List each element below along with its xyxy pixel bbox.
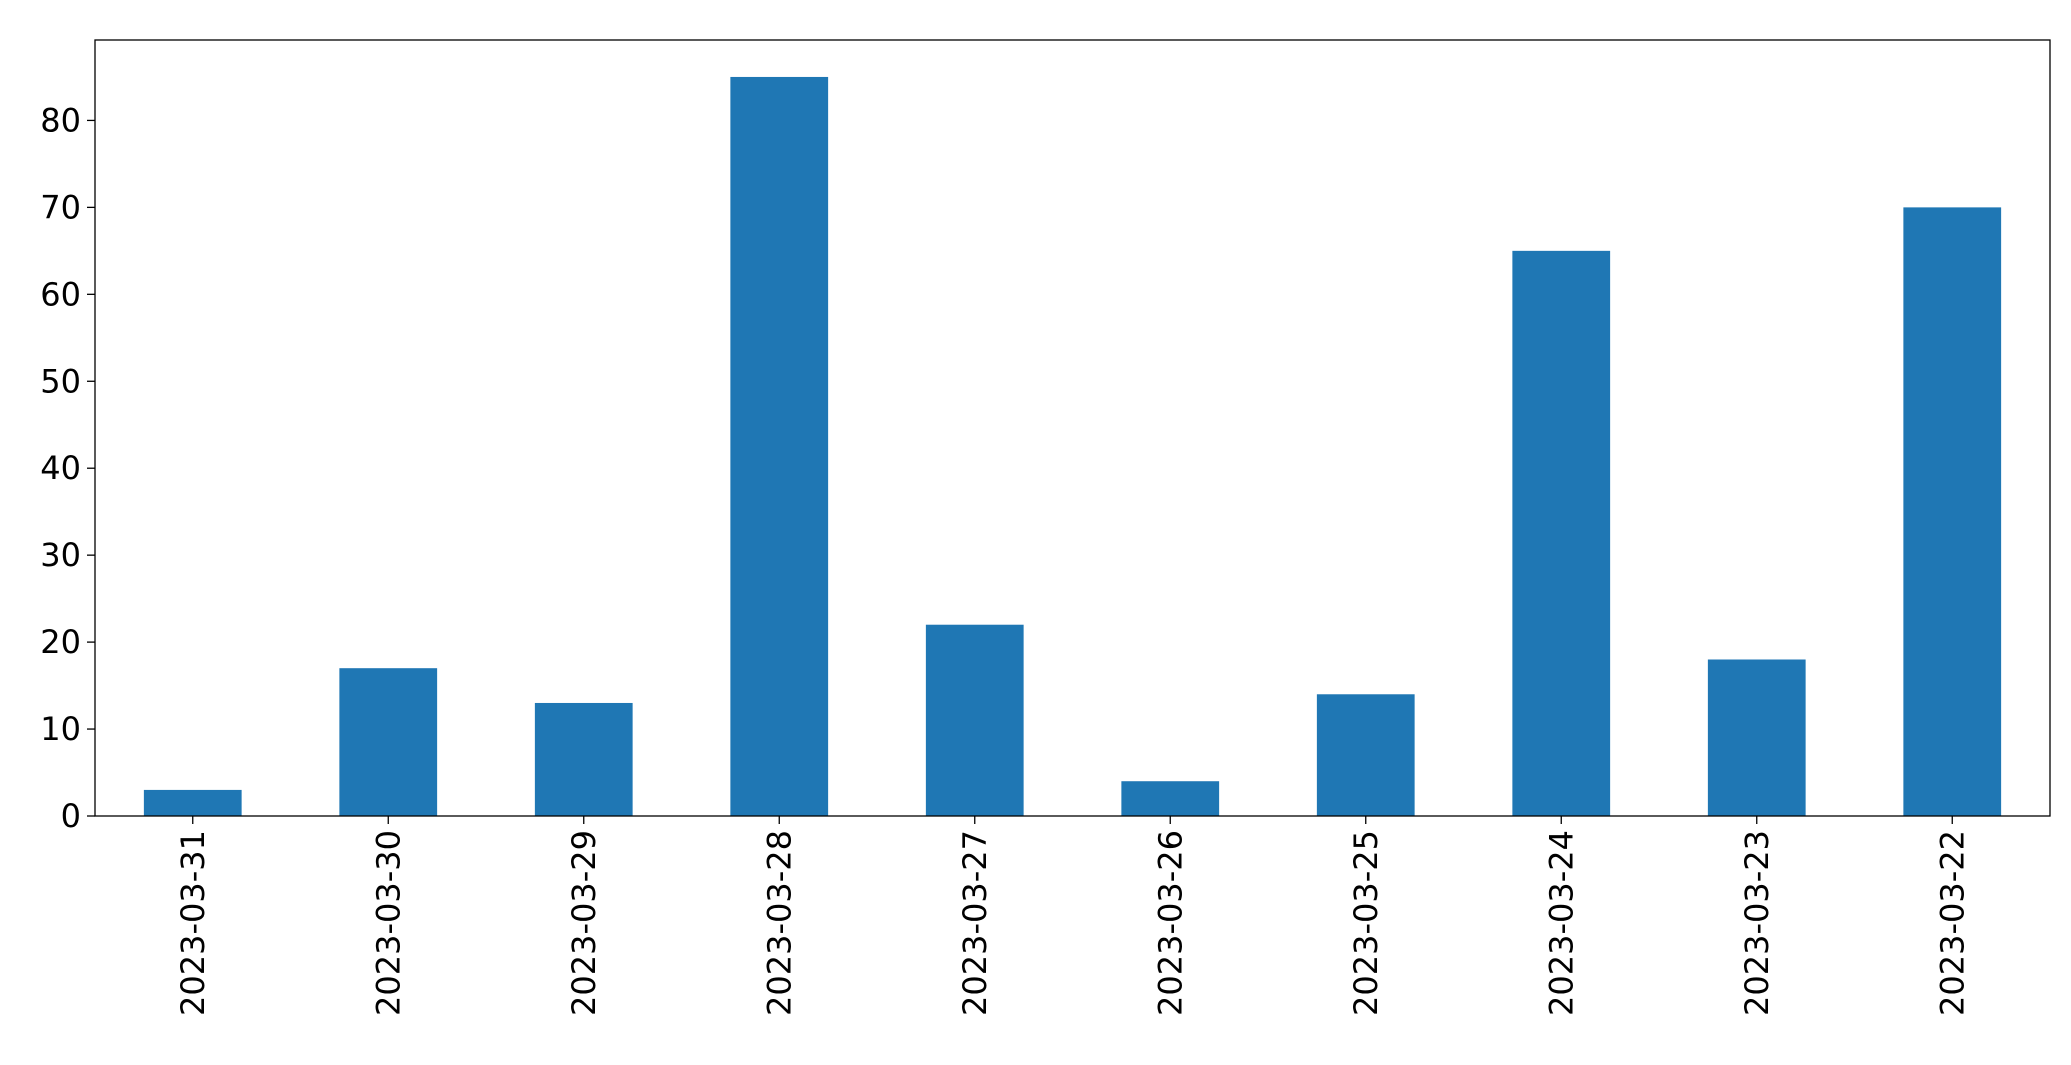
y-tick-label: 30 (40, 536, 81, 574)
x-tick-label: 2023-03-26 (1151, 830, 1189, 1016)
x-tick-label: 2023-03-25 (1347, 830, 1385, 1016)
x-axis: 2023-03-31 2023-03-30 2023-03-29 2023-03-28… (174, 816, 1971, 1016)
x-tick-label: 2023-03-29 (565, 830, 603, 1016)
y-tick-label: 70 (40, 188, 81, 226)
bar-2023-03-27 (925, 624, 1024, 816)
bar-2023-03-29 (534, 702, 633, 816)
x-tick-label: 2023-03-31 (174, 830, 212, 1016)
x-tick-label: 2023-03-28 (760, 830, 798, 1016)
bars-layer (143, 76, 2002, 816)
bar-2023-03-26 (1121, 781, 1220, 816)
x-tick-label: 2023-03-22 (1933, 830, 1971, 1016)
bar-2023-03-22 (1903, 207, 2002, 816)
bar-2023-03-24 (1512, 250, 1611, 816)
y-tick-label: 20 (40, 623, 81, 661)
bar-2023-03-31 (143, 789, 242, 816)
plot-frame (94, 39, 2051, 817)
y-tick-label: 50 (40, 362, 81, 400)
bar-2023-03-23 (1707, 659, 1806, 816)
y-axis: 0 10 20 30 40 50 60 70 80 (40, 101, 95, 835)
y-tick-label: 80 (40, 101, 81, 139)
bar-2023-03-28 (730, 76, 829, 816)
x-tick-label: 2023-03-27 (956, 830, 994, 1016)
y-tick-label: 60 (40, 275, 81, 313)
bar-2023-03-25 (1316, 694, 1415, 816)
x-tick-label: 2023-03-24 (1542, 830, 1580, 1016)
y-tick-label: 40 (40, 449, 81, 487)
y-tick-label: 0 (61, 797, 81, 835)
x-tick-label: 2023-03-23 (1738, 830, 1776, 1016)
x-tick-label: 2023-03-30 (369, 830, 407, 1016)
bar-2023-03-30 (339, 668, 438, 816)
y-tick-label: 10 (40, 710, 81, 748)
